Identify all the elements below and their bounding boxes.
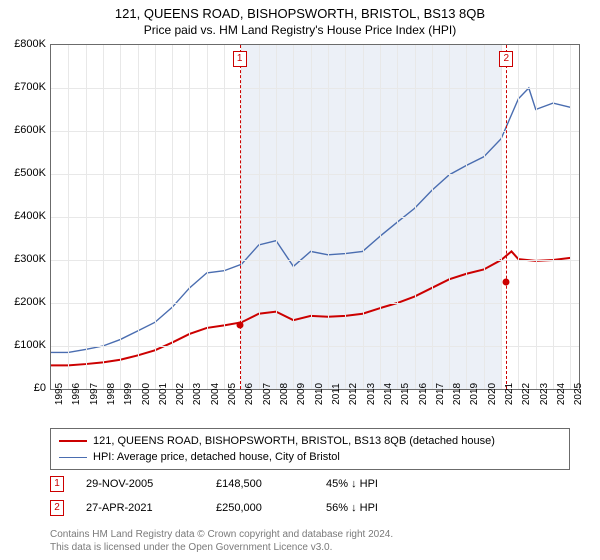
y-tick-label: £0 [34,382,46,394]
x-tick-label: 1998 [106,383,117,405]
chart-subtitle: Price paid vs. HM Land Registry's House … [0,21,600,41]
x-tick-label: 2008 [279,383,290,405]
x-tick-label: 2013 [366,383,377,405]
footnote-line: This data is licensed under the Open Gov… [50,541,393,554]
footnote-line: Contains HM Land Registry data © Crown c… [50,528,393,541]
y-tick-label: £200K [14,296,46,308]
x-tick-label: 2004 [210,383,221,405]
x-tick-label: 2009 [296,383,307,405]
x-tick-label: 1999 [123,383,134,405]
x-tick-label: 2000 [141,383,152,405]
x-tick-label: 2012 [348,383,359,405]
x-tick-label: 2002 [175,383,186,405]
y-tick-label: £400K [14,210,46,222]
y-tick-label: £100K [14,339,46,351]
sale-dot [503,278,510,285]
x-tick-label: 2023 [539,383,550,405]
sale-marker-badge: 2 [50,500,64,516]
legend-swatch [59,457,87,458]
legend-swatch [59,440,87,442]
sale-price: £250,000 [216,502,326,514]
sale-marker-badge: 2 [499,51,513,67]
y-tick-label: £300K [14,253,46,265]
sale-diff: 45% ↓ HPI [326,478,446,490]
x-tick-label: 2007 [262,383,273,405]
sale-price: £148,500 [216,478,326,490]
legend-label: HPI: Average price, detached house, City… [93,449,340,465]
y-tick-label: £600K [14,124,46,136]
x-tick-label: 2005 [227,383,238,405]
legend-row: 121, QUEENS ROAD, BISHOPSWORTH, BRISTOL,… [59,433,561,449]
sale-date: 29-NOV-2005 [86,478,216,490]
x-tick-label: 2016 [418,383,429,405]
x-tick-label: 2001 [158,383,169,405]
x-tick-label: 2025 [573,383,584,405]
x-tick-label: 1996 [71,383,82,405]
legend-row: HPI: Average price, detached house, City… [59,449,561,465]
y-tick-label: £700K [14,81,46,93]
x-tick-label: 2003 [192,383,203,405]
x-tick-label: 1995 [54,383,65,405]
sale-marker-badge: 1 [50,476,64,492]
sale-dot [236,322,243,329]
chart-legend: 121, QUEENS ROAD, BISHOPSWORTH, BRISTOL,… [50,428,570,470]
x-tick-label: 2017 [435,383,446,405]
chart-plot-area: 12 [50,44,580,390]
x-tick-label: 2020 [487,383,498,405]
y-tick-label: £800K [14,38,46,50]
x-tick-label: 2014 [383,383,394,405]
x-tick-label: 2022 [521,383,532,405]
x-tick-label: 2011 [331,383,342,405]
y-tick-label: £500K [14,167,46,179]
footnote: Contains HM Land Registry data © Crown c… [50,528,393,554]
sale-diff: 56% ↓ HPI [326,502,446,514]
legend-label: 121, QUEENS ROAD, BISHOPSWORTH, BRISTOL,… [93,433,495,449]
chart-container: 121, QUEENS ROAD, BISHOPSWORTH, BRISTOL,… [0,0,600,560]
x-tick-label: 2019 [469,383,480,405]
sale-row: 2 27-APR-2021 £250,000 56% ↓ HPI [50,500,446,516]
x-tick-label: 2015 [400,383,411,405]
x-tick-label: 2010 [314,383,325,405]
chart-title: 121, QUEENS ROAD, BISHOPSWORTH, BRISTOL,… [0,0,600,21]
x-tick-label: 2018 [452,383,463,405]
x-tick-label: 2024 [556,383,567,405]
sale-marker-badge: 1 [233,51,247,67]
x-tick-label: 2006 [244,383,255,405]
x-tick-label: 2021 [504,383,515,405]
sale-row: 1 29-NOV-2005 £148,500 45% ↓ HPI [50,476,446,492]
sale-date: 27-APR-2021 [86,502,216,514]
x-tick-label: 1997 [89,383,100,405]
